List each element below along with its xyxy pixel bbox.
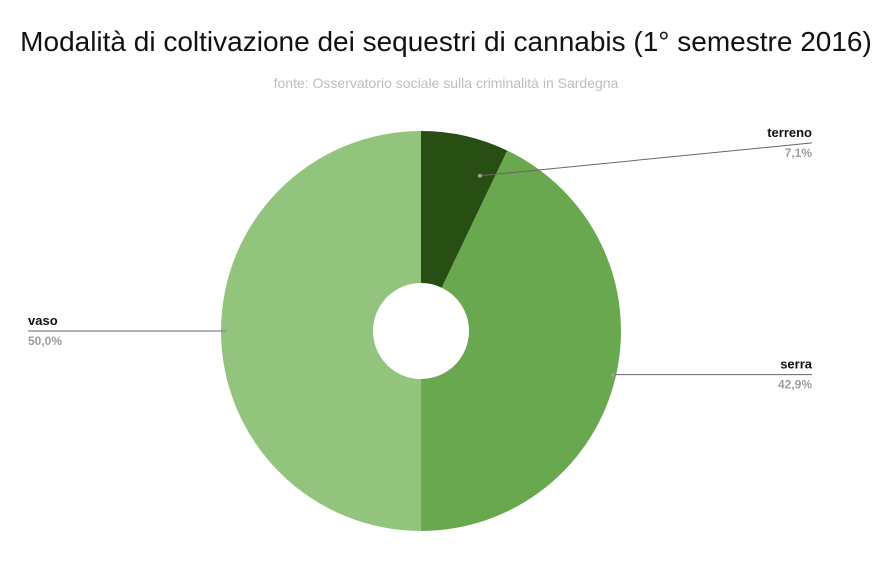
slice-label-serra: serra [780,357,813,372]
leader-dot-vaso [222,329,226,333]
chart-subtitle: fonte: Osservatorio sociale sulla crimin… [273,75,619,91]
leader-line-terreno [479,142,813,177]
leader-dot-serra [611,372,616,377]
slice-value-terreno: 7,1% [785,146,813,160]
slice-vaso [221,131,421,531]
chart-title: Modalità di coltivazione dei sequestri d… [20,26,872,57]
slice-serra [421,150,621,531]
leader-dot-terreno [477,173,482,178]
slice-terreno [421,131,508,288]
slice-label-vaso: vaso [28,313,58,328]
slice-value-vaso: 50,0% [28,334,62,348]
slice-label-terreno: terreno [767,125,812,140]
slice-value-serra: 42,9% [778,378,812,392]
